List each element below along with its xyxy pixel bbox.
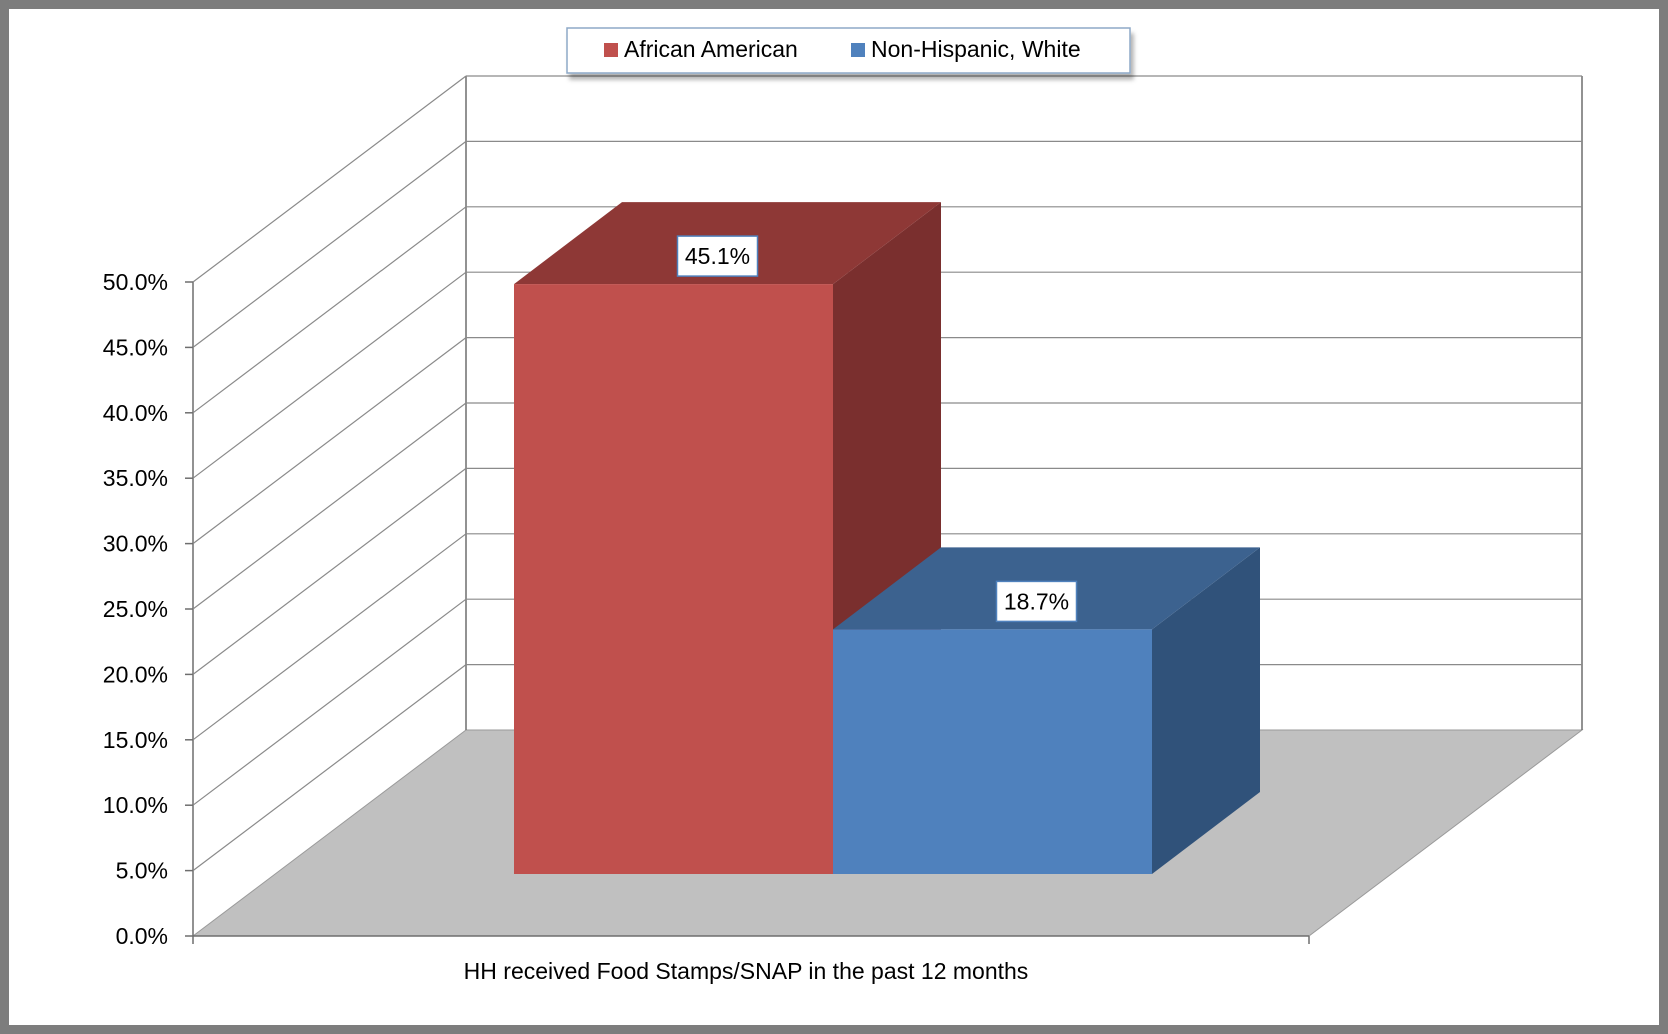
x-category-label: HH received Food Stamps/SNAP in the past…	[464, 958, 1029, 984]
gridline-side	[192, 402, 467, 610]
data-labels: 45.1% 18.7%	[676, 235, 1078, 623]
data-label-box-1	[995, 580, 1078, 623]
legend-label-african-american: African American	[624, 36, 798, 62]
gridline-side	[192, 533, 467, 741]
legend-swatch-non-hispanic-white	[851, 43, 865, 57]
gridline-side	[192, 664, 467, 872]
legend: African American Non-Hispanic, White	[566, 27, 1131, 74]
y-tick-label: 5.0%	[116, 858, 168, 884]
gridline-side	[192, 140, 467, 348]
y-tick-label: 20.0%	[103, 661, 168, 687]
legend-box	[566, 27, 1131, 74]
y-tick-label: 50.0%	[103, 269, 168, 295]
gridline-side	[192, 75, 467, 283]
data-label-0: 45.1%	[685, 243, 750, 269]
y-tick-label: 35.0%	[103, 465, 168, 491]
legend-label-non-hispanic-white: Non-Hispanic, White	[871, 36, 1081, 62]
y-tick-label: 0.0%	[116, 923, 168, 949]
bar-side-1	[1152, 547, 1260, 874]
gridline-side	[192, 337, 467, 545]
bars	[514, 202, 1260, 875]
gridline-side	[192, 467, 467, 675]
gridline-side	[192, 271, 467, 479]
y-tick-label: 40.0%	[103, 400, 168, 426]
y-tick-label: 45.0%	[103, 334, 168, 360]
bar-front-1	[833, 629, 1152, 874]
data-label-1: 18.7%	[1004, 588, 1069, 614]
data-label-box-0	[676, 235, 759, 277]
legend-swatch-african-american	[604, 43, 618, 57]
y-tick-label: 30.0%	[103, 531, 168, 557]
y-tick-label: 25.0%	[103, 596, 168, 622]
y-axis: 0.0% 5.0% 10.0% 15.0% 20.0% 25.0% 30.0% 35.0% 40…	[103, 269, 1310, 949]
bar-front-0	[514, 284, 833, 874]
gridline-side	[192, 206, 467, 414]
y-tick-label: 10.0%	[103, 792, 168, 818]
gridline-side	[192, 598, 467, 806]
y-tick-label: 15.0%	[103, 727, 168, 753]
